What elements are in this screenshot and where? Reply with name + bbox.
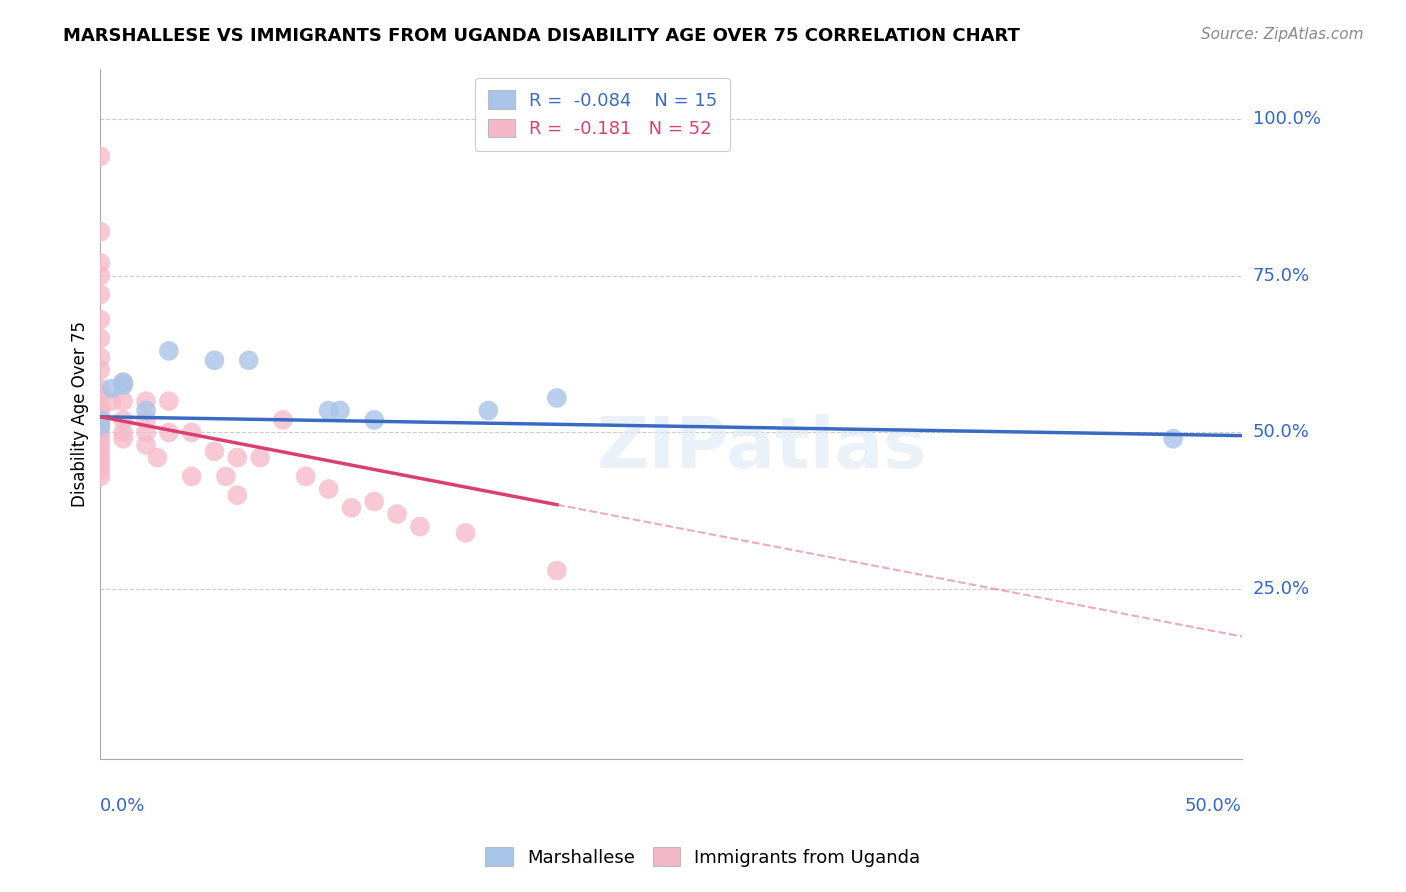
Point <box>546 564 568 578</box>
Point <box>294 469 316 483</box>
Text: 50.0%: 50.0% <box>1253 424 1309 442</box>
Text: 75.0%: 75.0% <box>1253 267 1310 285</box>
Point <box>89 382 111 396</box>
Text: 100.0%: 100.0% <box>1253 110 1320 128</box>
Point <box>112 376 135 390</box>
Point <box>1161 432 1184 446</box>
Point <box>135 438 157 452</box>
Text: MARSHALLESE VS IMMIGRANTS FROM UGANDA DISABILITY AGE OVER 75 CORRELATION CHART: MARSHALLESE VS IMMIGRANTS FROM UGANDA DI… <box>63 27 1021 45</box>
Point <box>89 388 111 402</box>
Point <box>135 425 157 440</box>
Point <box>477 403 499 417</box>
Point <box>146 450 169 465</box>
Point <box>89 256 111 270</box>
Point <box>329 403 352 417</box>
Point <box>89 419 111 434</box>
Point <box>363 494 385 508</box>
Point <box>89 287 111 301</box>
Point <box>318 482 340 496</box>
Legend: Marshallese, Immigrants from Uganda: Marshallese, Immigrants from Uganda <box>478 840 928 874</box>
Point <box>89 149 111 163</box>
Point <box>112 432 135 446</box>
Point <box>89 413 111 427</box>
Point <box>215 469 238 483</box>
Point <box>89 350 111 364</box>
Point <box>157 343 180 358</box>
Point <box>89 413 111 427</box>
Point <box>89 268 111 283</box>
Point <box>226 488 249 502</box>
Point <box>112 376 135 390</box>
Point <box>454 525 477 540</box>
Point <box>204 444 226 458</box>
Point <box>135 394 157 409</box>
Point <box>135 403 157 417</box>
Point <box>89 401 111 415</box>
Point <box>89 407 111 421</box>
Text: 0.0%: 0.0% <box>100 797 146 814</box>
Point <box>89 331 111 345</box>
Point <box>226 450 249 465</box>
Point <box>409 519 432 533</box>
Point <box>89 463 111 477</box>
Point <box>180 469 202 483</box>
Point <box>112 394 135 409</box>
Point <box>135 413 157 427</box>
Point <box>340 500 363 515</box>
Y-axis label: Disability Age Over 75: Disability Age Over 75 <box>72 320 89 507</box>
Point <box>546 391 568 405</box>
Point <box>89 432 111 446</box>
Point <box>89 450 111 465</box>
Point <box>385 507 408 521</box>
Point <box>112 425 135 440</box>
Point <box>249 450 271 465</box>
Point <box>157 425 180 440</box>
Text: 25.0%: 25.0% <box>1253 581 1310 599</box>
Point <box>363 413 385 427</box>
Point <box>100 394 122 409</box>
Point <box>89 438 111 452</box>
Point <box>89 312 111 326</box>
Point <box>271 413 294 427</box>
Point <box>89 469 111 483</box>
Legend: R =  -0.084    N = 15, R =  -0.181   N = 52: R = -0.084 N = 15, R = -0.181 N = 52 <box>475 78 730 151</box>
Point <box>318 403 340 417</box>
Point <box>100 382 122 396</box>
Point <box>89 362 111 376</box>
Point <box>89 457 111 471</box>
Point <box>112 413 135 427</box>
Point <box>89 419 111 434</box>
Point <box>157 394 180 409</box>
Point <box>238 353 260 368</box>
Point <box>89 425 111 440</box>
Text: Source: ZipAtlas.com: Source: ZipAtlas.com <box>1201 27 1364 42</box>
Point <box>89 444 111 458</box>
Point <box>180 425 202 440</box>
Point <box>89 225 111 239</box>
Text: 50.0%: 50.0% <box>1185 797 1241 814</box>
Point <box>112 378 135 392</box>
Text: ZIPatlas: ZIPatlas <box>598 414 928 483</box>
Point <box>204 353 226 368</box>
